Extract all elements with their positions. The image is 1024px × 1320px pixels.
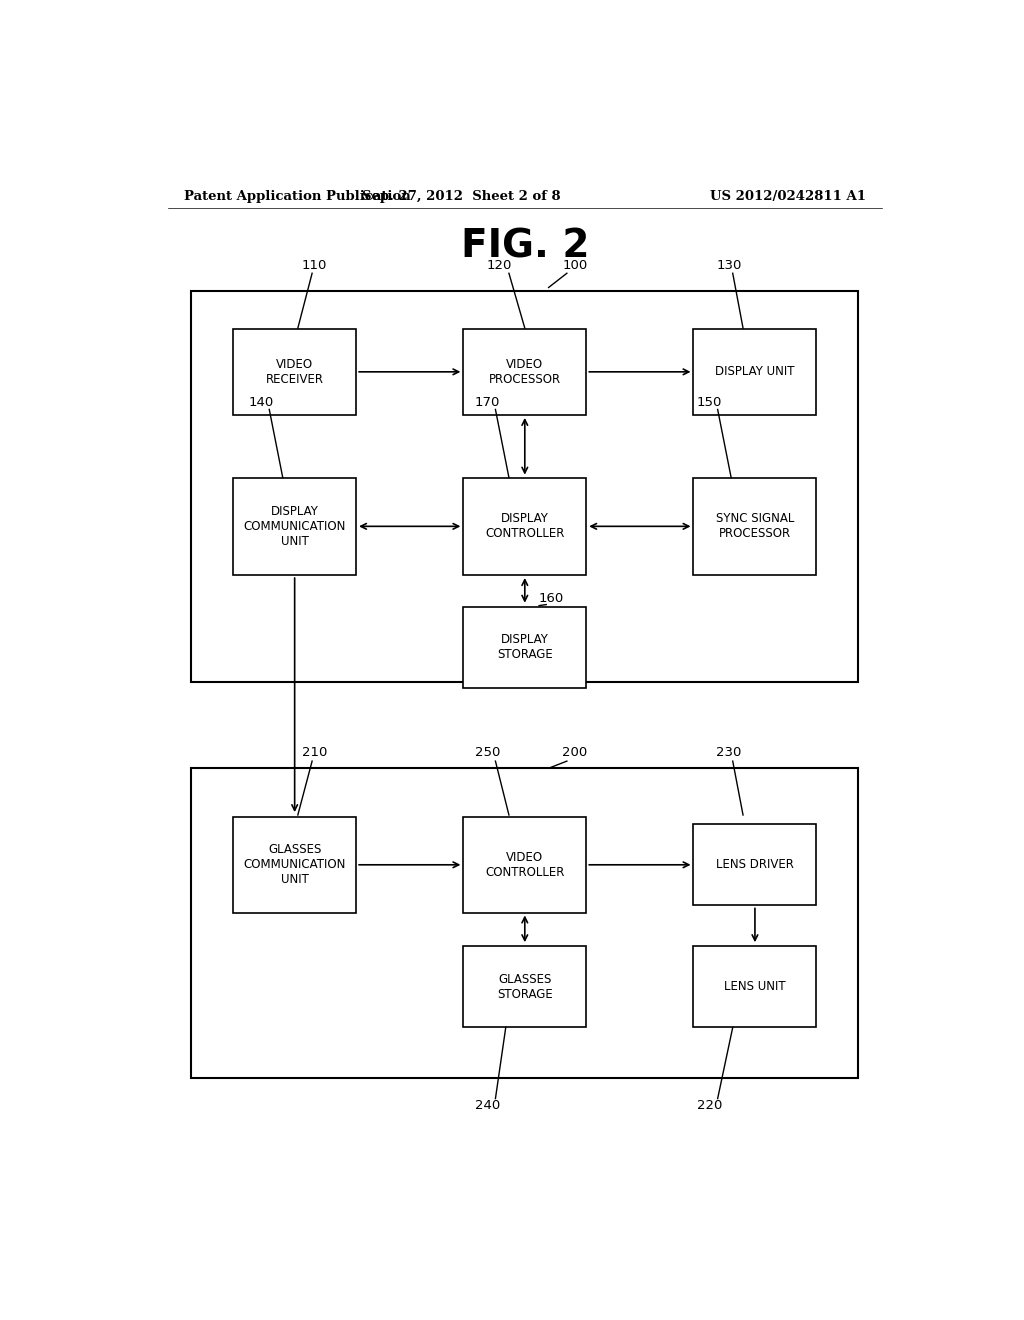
Text: VIDEO
CONTROLLER: VIDEO CONTROLLER bbox=[485, 851, 564, 879]
Bar bbox=[693, 478, 816, 574]
Text: DISPLAY
STORAGE: DISPLAY STORAGE bbox=[497, 634, 553, 661]
Text: Sep. 27, 2012  Sheet 2 of 8: Sep. 27, 2012 Sheet 2 of 8 bbox=[362, 190, 560, 202]
Text: 250: 250 bbox=[475, 747, 500, 759]
Text: LENS UNIT: LENS UNIT bbox=[724, 981, 785, 993]
Bar bbox=[463, 478, 587, 574]
Text: 240: 240 bbox=[475, 1100, 500, 1113]
Text: Patent Application Publication: Patent Application Publication bbox=[183, 190, 411, 202]
Text: DISPLAY
CONTROLLER: DISPLAY CONTROLLER bbox=[485, 512, 564, 540]
Text: 210: 210 bbox=[302, 747, 328, 759]
Text: DISPLAY UNIT: DISPLAY UNIT bbox=[715, 366, 795, 379]
Text: 220: 220 bbox=[697, 1100, 722, 1113]
Bar bbox=[233, 478, 356, 574]
Bar bbox=[191, 768, 858, 1078]
Bar bbox=[463, 607, 587, 688]
Bar bbox=[191, 290, 858, 682]
Bar bbox=[693, 824, 816, 906]
Bar bbox=[233, 329, 356, 414]
Bar bbox=[463, 946, 587, 1027]
Text: US 2012/0242811 A1: US 2012/0242811 A1 bbox=[710, 190, 866, 202]
Text: GLASSES
COMMUNICATION
UNIT: GLASSES COMMUNICATION UNIT bbox=[244, 843, 346, 886]
Text: 160: 160 bbox=[539, 591, 563, 605]
Text: 100: 100 bbox=[562, 259, 588, 272]
Text: 200: 200 bbox=[562, 747, 588, 759]
Bar bbox=[463, 329, 587, 414]
Text: 120: 120 bbox=[486, 259, 512, 272]
Text: SYNC SIGNAL
PROCESSOR: SYNC SIGNAL PROCESSOR bbox=[716, 512, 795, 540]
Bar bbox=[233, 817, 356, 913]
Text: 110: 110 bbox=[302, 259, 328, 272]
Text: GLASSES
STORAGE: GLASSES STORAGE bbox=[497, 973, 553, 1001]
Text: 230: 230 bbox=[716, 747, 741, 759]
Bar bbox=[463, 817, 587, 913]
Text: 140: 140 bbox=[249, 396, 274, 409]
Text: VIDEO
RECEIVER: VIDEO RECEIVER bbox=[265, 358, 324, 385]
Text: FIG. 2: FIG. 2 bbox=[461, 228, 589, 265]
Text: LENS DRIVER: LENS DRIVER bbox=[716, 858, 794, 871]
Bar bbox=[693, 946, 816, 1027]
Text: 150: 150 bbox=[697, 396, 722, 409]
Text: 130: 130 bbox=[716, 259, 741, 272]
Text: 170: 170 bbox=[475, 396, 500, 409]
Text: VIDEO
PROCESSOR: VIDEO PROCESSOR bbox=[488, 358, 561, 385]
Text: DISPLAY
COMMUNICATION
UNIT: DISPLAY COMMUNICATION UNIT bbox=[244, 504, 346, 548]
Bar bbox=[693, 329, 816, 414]
